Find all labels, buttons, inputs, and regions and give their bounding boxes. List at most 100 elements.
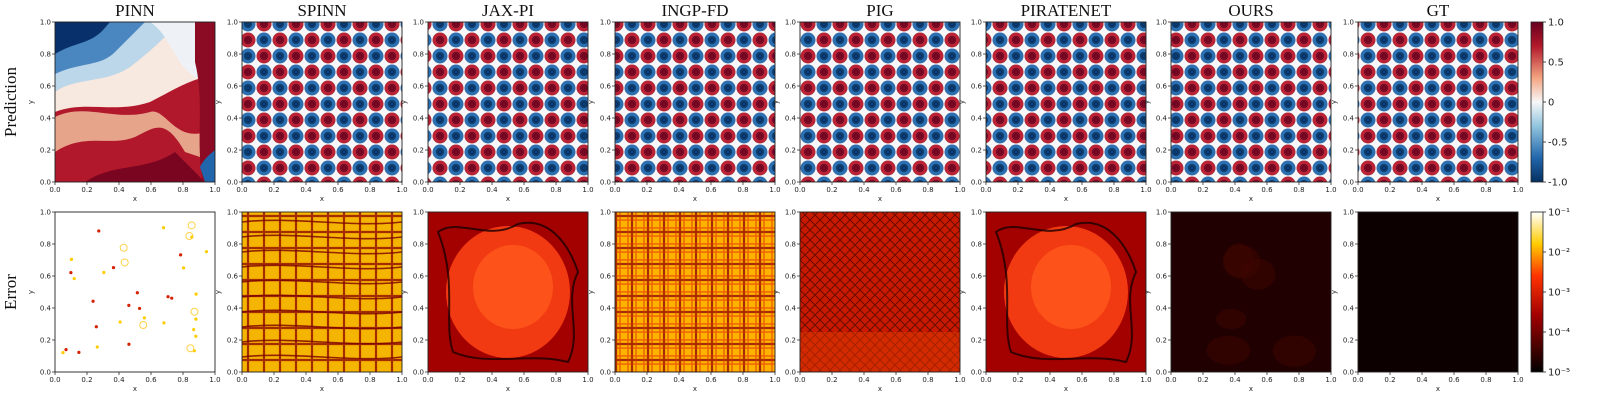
x-tick-label: 0.6: [332, 376, 344, 384]
error-spot: [187, 221, 196, 230]
x-tick-label: 0.6: [1448, 186, 1460, 194]
x-tick-label: 0.2: [1012, 186, 1023, 194]
error-spot: [1240, 258, 1276, 290]
error-spot: [166, 295, 170, 299]
y-tick-label: 1.0: [227, 19, 238, 27]
x-tick-label: 0.4: [1416, 186, 1428, 194]
error-spot: [170, 296, 174, 300]
y-tick-label: 0.8: [1343, 241, 1354, 249]
y-tick-label: 0.8: [1156, 241, 1167, 249]
panel-frame: [614, 211, 776, 373]
column-title-ingp-fd: INGP-FD: [661, 1, 728, 20]
x-tick-label: 0.6: [1076, 376, 1088, 384]
error-contour: [994, 221, 1138, 364]
x-tick-label: 0.8: [550, 186, 561, 194]
x-tick-label: 1.0: [1140, 376, 1151, 384]
error-spot: [1216, 309, 1247, 330]
error-spot: [179, 253, 183, 257]
prediction-panel-gt: 0.0 0.2 0.4 0.6 0.8 1.0 0.0 0.2 0.4 0.6 0.8 1.0 x y: [1330, 19, 1524, 204]
panel-frame: [1170, 211, 1332, 373]
y-axis-label: y: [1330, 290, 1338, 294]
x-axis-label: x: [1436, 195, 1440, 203]
colorbar-tick-label: 0.5: [1548, 58, 1564, 69]
x-tick-label: 0.2: [1197, 186, 1208, 194]
row-label-prediction: Prediction: [1, 67, 20, 137]
y-axis-label: y: [27, 290, 35, 294]
x-tick-label: 1.0: [582, 186, 593, 194]
pinn-band: [200, 150, 215, 182]
prediction-panel-pinn: 0.0 0.2 0.4 0.6 0.8 1.0 0.0 0.2 0.4 0.6 0.8 1.0 x y: [27, 19, 221, 204]
x-tick-label: 1.0: [954, 186, 965, 194]
error-spot: [186, 344, 195, 353]
y-tick-label: 0.4: [785, 305, 797, 313]
y-tick-label: 0.6: [40, 83, 52, 91]
y-tick-label: 0.6: [785, 273, 797, 281]
x-axis-label: x: [878, 385, 882, 393]
x-tick-label: 1.0: [1325, 376, 1336, 384]
panel-frame: [427, 21, 589, 183]
x-tick-label: 0.2: [641, 376, 652, 384]
y-tick-label: 0.0: [785, 369, 796, 377]
y-tick-label: 0.8: [40, 241, 51, 249]
x-tick-label: 0.4: [1044, 376, 1056, 384]
error-contour: [242, 219, 402, 225]
error-spot: [135, 291, 139, 295]
x-tick-label: 0.8: [737, 186, 748, 194]
x-tick-label: 0.2: [454, 376, 465, 384]
error-contour: [436, 221, 580, 364]
checkerboard-field: [800, 22, 960, 182]
colorbar-tick-label: 0: [1548, 98, 1554, 109]
x-tick-label: 1.0: [769, 186, 780, 194]
y-tick-label: 1.0: [600, 19, 611, 27]
y-tick-label: 1.0: [1343, 19, 1354, 27]
colorbar-tick-label: -0.5: [1548, 138, 1568, 149]
error-contour: [242, 354, 402, 360]
y-tick-label: 0.8: [971, 51, 982, 59]
checkerboard-field: [1171, 22, 1331, 182]
x-tick-label: 0.6: [1261, 186, 1273, 194]
x-tick-label: 0.8: [1293, 186, 1304, 194]
x-tick-label: 0.8: [364, 186, 375, 194]
error-spot: [1206, 335, 1251, 365]
error-spot: [118, 320, 122, 324]
x-tick-label: 0.0: [422, 376, 433, 384]
x-axis-label: x: [878, 195, 882, 203]
y-tick-label: 0.0: [413, 369, 424, 377]
y-tick-label: 0.0: [785, 179, 796, 187]
y-axis-label: y: [214, 100, 222, 104]
colorbar-tick-label: 1.0: [1548, 18, 1564, 29]
panel-frame: [614, 21, 776, 183]
y-tick-label: 0.6: [40, 273, 52, 281]
x-tick-label: 1.0: [209, 376, 220, 384]
error-spot: [1272, 335, 1316, 367]
y-tick-label: 0.0: [971, 179, 982, 187]
panel-frame: [1170, 21, 1332, 183]
error-spot: [192, 328, 196, 332]
y-tick-label: 1.0: [785, 19, 796, 27]
panel-frame: [1357, 21, 1519, 183]
prediction-panel-ours: 0.0 0.2 0.4 0.6 0.8 1.0 0.0 0.2 0.4 0.6 0.8 1.0 x y: [1143, 19, 1337, 204]
error-spot: [139, 321, 148, 330]
x-axis-label: x: [320, 385, 324, 393]
error-structure-fine: [615, 212, 775, 372]
y-tick-label: 1.0: [40, 19, 51, 27]
x-tick-label: 1.0: [1140, 186, 1151, 194]
y-tick-label: 0.2: [40, 337, 51, 345]
error-spot: [64, 348, 68, 352]
y-tick-label: 0.8: [785, 241, 796, 249]
x-tick-label: 0.2: [454, 186, 465, 194]
panel-frame: [799, 211, 961, 373]
y-tick-label: 0.4: [1156, 115, 1168, 123]
y-tick-label: 0.6: [785, 83, 797, 91]
x-tick-label: 0.0: [422, 186, 433, 194]
y-tick-label: 0.2: [1156, 147, 1167, 155]
y-tick-label: 1.0: [971, 19, 982, 27]
x-axis-label: x: [1064, 195, 1068, 203]
x-tick-label: 0.0: [980, 376, 991, 384]
column-title-piratenet: PIRATENET: [1021, 1, 1112, 20]
x-tick-label: 0.4: [1229, 186, 1241, 194]
error-spot: [162, 321, 166, 325]
x-tick-label: 0.2: [81, 186, 92, 194]
error-field: [1358, 212, 1518, 372]
x-tick-label: 1.0: [396, 186, 407, 194]
